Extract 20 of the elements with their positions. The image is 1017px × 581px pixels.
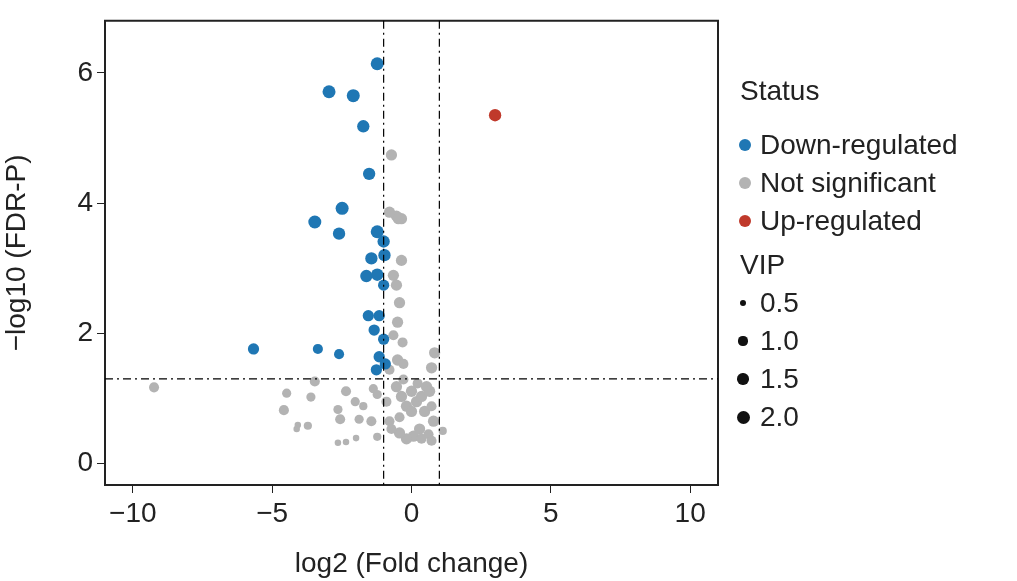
legend-label: Up-regulated bbox=[760, 204, 922, 238]
legend-label: 0.5 bbox=[760, 286, 799, 320]
x-tick-label: −5 bbox=[256, 496, 289, 528]
y-axis-title: −log10 (FDR-P) bbox=[0, 154, 31, 352]
x-tick-label: 0 bbox=[403, 496, 420, 528]
legend-label: 1.0 bbox=[760, 324, 799, 358]
y-tick-label: 6 bbox=[77, 55, 93, 87]
y-tick-label: 0 bbox=[77, 446, 93, 478]
legend-label: 2.0 bbox=[760, 400, 799, 434]
y-tick-label: 4 bbox=[77, 185, 93, 217]
x-tick-label: 10 bbox=[674, 496, 706, 528]
legend-title: Status bbox=[740, 74, 821, 108]
text: VIP bbox=[740, 248, 787, 282]
y-tick-label: 2 bbox=[77, 316, 93, 348]
x-tick-label: 5 bbox=[543, 496, 559, 528]
legend-label: 1.5 bbox=[760, 362, 799, 396]
legend-label: Not significant bbox=[760, 166, 936, 200]
x-tick-label: −10 bbox=[109, 496, 157, 528]
legend-label: Down-regulated bbox=[760, 128, 958, 162]
x-axis-title: log2 (Fold change) bbox=[294, 546, 529, 578]
